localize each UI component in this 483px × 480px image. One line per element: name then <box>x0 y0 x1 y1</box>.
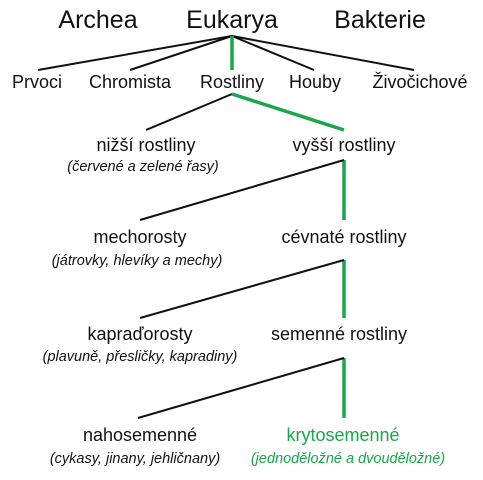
link-rostliny-vyssi <box>231 92 345 132</box>
note-nahosemenne: (cykasy, jinany, jehličnany) <box>49 451 221 467</box>
node-cevnate-rostliny: cévnaté rostliny <box>281 227 407 247</box>
link-eukarya-zivocichove <box>231 35 415 71</box>
kingdom-prvoci: Prvoci <box>11 72 63 92</box>
kingdom-chromista: Chromista <box>88 72 172 92</box>
note-mechorosty: (játrovky, hlevíky a mechy) <box>51 253 223 269</box>
domain-archea: Archea <box>58 6 138 34</box>
link-cevnate-kapradorosty <box>139 259 345 319</box>
kingdom-zivocichove: Živočichové <box>372 72 468 92</box>
note-kapradorosty: (plavuně, přesličky, kapradiny) <box>42 349 238 365</box>
kingdom-rostliny: Rostliny <box>199 72 265 92</box>
node-vyssi-rostliny: vyšší rostliny <box>292 135 396 155</box>
link-semenne-nahosemenne <box>137 357 345 419</box>
node-mechorosty: mechorosty <box>93 227 187 247</box>
node-kapradorosty: kapraďorosty <box>87 324 193 344</box>
node-krytosemenne: krytosemenné <box>286 425 400 445</box>
note-nizsi-rostliny: (červené a zelené řasy) <box>67 159 219 175</box>
note-krytosemenne: (jednoděložné a dvouděložné) <box>250 451 446 467</box>
node-semenne-rostliny: semenné rostliny <box>270 324 408 344</box>
kingdom-houby: Houby <box>288 72 342 92</box>
node-nizsi-rostliny: nižší rostliny <box>96 135 196 155</box>
link-eukarya-houby <box>231 35 315 71</box>
link-eukarya-chromista <box>129 35 233 71</box>
link-eukarya-prvoci <box>37 35 233 71</box>
domain-bakterie: Bakterie <box>334 6 426 34</box>
link-vyssi-mechorosty <box>139 159 345 221</box>
domain-eukarya: Eukarya <box>186 6 278 34</box>
link-rostliny-nizsi <box>145 93 233 131</box>
node-nahosemenne: nahosemenné <box>82 425 198 445</box>
